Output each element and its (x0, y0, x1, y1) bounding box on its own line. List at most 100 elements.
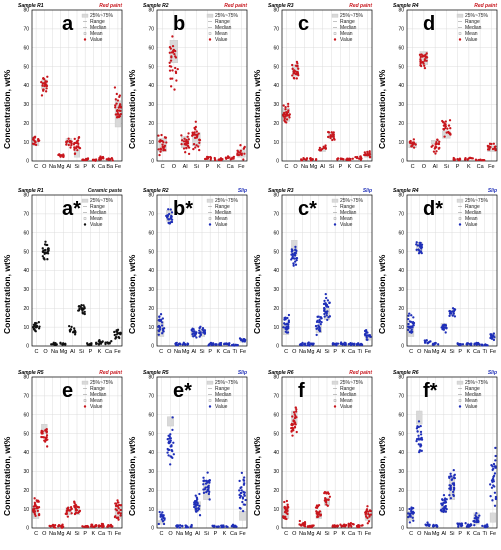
data-point (324, 310, 327, 313)
data-point (77, 136, 80, 140)
data-point (81, 525, 84, 528)
data-point (323, 315, 326, 318)
data-point (360, 524, 363, 527)
legend-label: Mean (465, 398, 478, 404)
data-point (191, 330, 194, 333)
data-point (158, 510, 161, 514)
legend-label: 25%~75% (465, 198, 488, 204)
data-point (186, 342, 190, 346)
data-point (167, 454, 170, 457)
data-point (368, 515, 371, 518)
data-point (158, 315, 161, 318)
data-point (319, 316, 322, 319)
data-point (433, 147, 436, 150)
data-point (45, 80, 48, 83)
data-point (191, 131, 194, 134)
data-point (162, 516, 165, 520)
data-point (174, 71, 178, 75)
data-point (351, 157, 354, 160)
data-point (243, 476, 246, 479)
y-tick-label: 20 (148, 306, 154, 312)
panel-letter: f* (423, 380, 438, 402)
data-point (165, 141, 168, 144)
y-tick-label: 10 (273, 507, 279, 513)
data-point (297, 67, 300, 70)
data-point (238, 337, 242, 340)
data-point (460, 523, 463, 526)
data-point (349, 343, 353, 347)
legend-mean-swatch (458, 399, 462, 402)
data-point (492, 338, 496, 342)
legend-label: Median (215, 210, 232, 216)
legend-label: Mean (340, 398, 353, 404)
data-point (206, 471, 209, 474)
data-point (176, 68, 179, 71)
data-point (291, 415, 294, 418)
y-tick-label: 20 (23, 306, 29, 312)
y-tick-label: 30 (23, 469, 29, 475)
data-point (448, 312, 452, 315)
data-point (114, 98, 117, 101)
data-point (492, 142, 495, 145)
data-point (235, 525, 238, 528)
x-tick-label: Mg (57, 531, 65, 537)
data-point (368, 335, 371, 338)
x-tick-label: Na (49, 164, 57, 170)
data-point (473, 524, 476, 527)
x-tick-label: Na (424, 531, 432, 537)
data-point (315, 327, 318, 330)
data-point (169, 208, 172, 211)
data-point (60, 526, 64, 529)
data-point (198, 329, 201, 332)
x-tick-label: O (422, 164, 427, 170)
data-point (189, 525, 192, 528)
data-point (170, 444, 173, 447)
y-tick-label: 80 (148, 375, 154, 381)
material-label: Red paint (474, 3, 497, 9)
data-point (168, 212, 171, 216)
data-point (493, 491, 497, 494)
data-point (292, 264, 295, 267)
data-point (239, 144, 242, 147)
data-point (473, 520, 476, 524)
data-point (176, 524, 180, 527)
data-point (351, 522, 354, 526)
data-point (193, 332, 197, 335)
data-point (326, 318, 329, 322)
data-point (319, 322, 322, 326)
y-tick-label: 10 (148, 140, 154, 146)
data-point (425, 524, 429, 527)
data-point (294, 260, 297, 263)
data-point (37, 327, 41, 330)
data-point (284, 108, 287, 111)
data-point (335, 342, 338, 345)
legend-box-swatch (331, 13, 339, 18)
data-point (489, 333, 492, 336)
data-point (324, 302, 327, 305)
data-point (469, 523, 472, 526)
data-point (493, 472, 497, 475)
y-tick-label: 30 (398, 102, 404, 108)
data-point (38, 325, 41, 328)
data-point (178, 524, 182, 527)
data-point (118, 103, 122, 106)
data-point (198, 335, 201, 338)
data-point (292, 72, 295, 75)
data-point (217, 158, 220, 161)
data-point (173, 52, 176, 56)
data-point (453, 487, 456, 490)
data-point (452, 476, 455, 479)
y-tick-label: 40 (273, 268, 279, 274)
iqr-box (416, 410, 423, 425)
x-tick-label: C (409, 349, 413, 355)
data-point (423, 67, 427, 70)
data-point (117, 501, 120, 504)
data-point (97, 524, 101, 527)
x-tick-label: Ti (483, 531, 487, 537)
data-point (408, 507, 411, 511)
data-point (195, 144, 198, 147)
data-point (443, 135, 446, 138)
data-point (54, 342, 57, 346)
